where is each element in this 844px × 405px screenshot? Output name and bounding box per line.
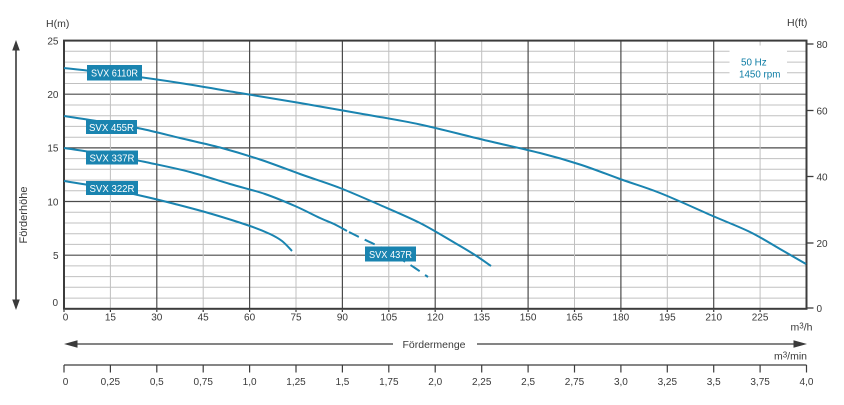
- svg-text:210: 210: [705, 312, 722, 323]
- svg-text:H(ft): H(ft): [787, 17, 807, 29]
- svg-text:2,5: 2,5: [521, 377, 535, 388]
- svg-text:0: 0: [63, 312, 69, 323]
- svg-text:3,0: 3,0: [614, 377, 628, 388]
- svg-text:120: 120: [427, 312, 444, 323]
- svg-text:40: 40: [817, 172, 829, 183]
- svg-text:0: 0: [52, 298, 58, 309]
- svg-text:25: 25: [47, 36, 59, 47]
- svg-text:150: 150: [520, 312, 537, 323]
- svg-text:0,75: 0,75: [193, 377, 213, 388]
- svg-text:SVX 322R: SVX 322R: [90, 183, 135, 195]
- svg-text:m3/h: m3/h: [791, 321, 813, 333]
- svg-text:0: 0: [817, 304, 823, 315]
- svg-text:H(m): H(m): [46, 18, 69, 30]
- svg-text:90: 90: [337, 312, 349, 323]
- svg-text:SVX 337R: SVX 337R: [90, 152, 135, 164]
- svg-text:165: 165: [566, 312, 583, 323]
- svg-text:2,0: 2,0: [428, 377, 442, 388]
- svg-text:105: 105: [380, 312, 397, 323]
- svg-text:2,75: 2,75: [565, 377, 585, 388]
- svg-text:Förderhöhe: Förderhöhe: [18, 187, 30, 244]
- svg-text:45: 45: [198, 312, 210, 323]
- svg-text:0,25: 0,25: [101, 377, 121, 388]
- svg-text:1,5: 1,5: [335, 377, 349, 388]
- svg-text:0: 0: [63, 377, 69, 388]
- svg-text:1,25: 1,25: [286, 377, 306, 388]
- svg-text:15: 15: [105, 312, 117, 323]
- svg-text:75: 75: [290, 312, 302, 323]
- svg-text:SVX 6110R: SVX 6110R: [91, 68, 138, 80]
- svg-text:50 Hz: 50 Hz: [741, 58, 767, 69]
- svg-text:60: 60: [244, 312, 256, 323]
- svg-text:3,25: 3,25: [658, 377, 678, 388]
- svg-text:m3/min: m3/min: [774, 350, 807, 362]
- svg-text:3,5: 3,5: [707, 377, 721, 388]
- svg-text:20: 20: [47, 90, 59, 101]
- svg-text:20: 20: [817, 239, 829, 250]
- svg-text:5: 5: [53, 251, 59, 262]
- svg-text:15: 15: [47, 144, 59, 155]
- svg-text:SVX 437R: SVX 437R: [369, 249, 412, 261]
- svg-text:180: 180: [613, 312, 630, 323]
- svg-text:2,25: 2,25: [472, 377, 492, 388]
- svg-text:1,0: 1,0: [243, 377, 257, 388]
- svg-text:225: 225: [752, 312, 769, 323]
- svg-text:1450 rpm: 1450 rpm: [739, 70, 780, 81]
- svg-text:3,75: 3,75: [750, 377, 770, 388]
- svg-text:195: 195: [659, 312, 676, 323]
- svg-text:135: 135: [473, 312, 490, 323]
- svg-text:1,75: 1,75: [379, 377, 399, 388]
- svg-text:4,0: 4,0: [800, 377, 814, 388]
- svg-text:SVX 455R: SVX 455R: [89, 122, 134, 134]
- svg-text:30: 30: [151, 312, 163, 323]
- svg-text:0,5: 0,5: [150, 377, 164, 388]
- svg-text:60: 60: [817, 106, 829, 117]
- svg-text:80: 80: [817, 40, 829, 51]
- svg-text:10: 10: [47, 197, 59, 208]
- svg-text:Fördermenge: Fördermenge: [402, 339, 465, 351]
